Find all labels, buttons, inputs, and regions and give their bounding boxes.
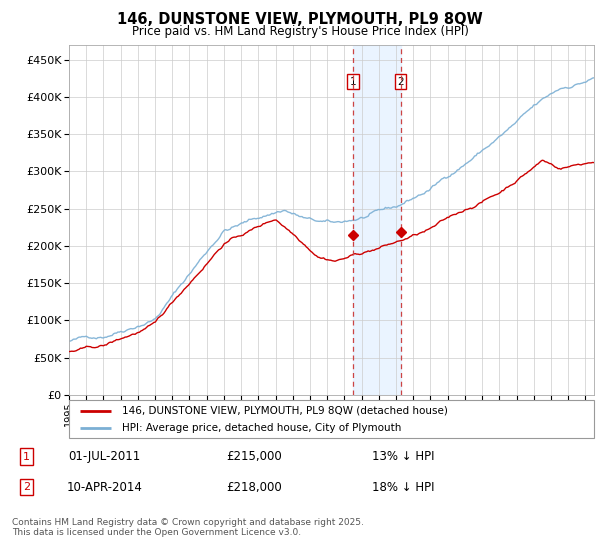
Text: HPI: Average price, detached house, City of Plymouth: HPI: Average price, detached house, City… — [121, 423, 401, 433]
Text: 146, DUNSTONE VIEW, PLYMOUTH, PL9 8QW (detached house): 146, DUNSTONE VIEW, PLYMOUTH, PL9 8QW (d… — [121, 405, 448, 416]
Text: 146, DUNSTONE VIEW, PLYMOUTH, PL9 8QW: 146, DUNSTONE VIEW, PLYMOUTH, PL9 8QW — [117, 12, 483, 27]
Text: 2: 2 — [397, 77, 404, 87]
Text: 10-APR-2014: 10-APR-2014 — [66, 480, 142, 493]
Text: 1: 1 — [350, 77, 356, 87]
Text: 18% ↓ HPI: 18% ↓ HPI — [373, 480, 435, 493]
Bar — [353, 45, 401, 395]
Text: 13% ↓ HPI: 13% ↓ HPI — [373, 450, 435, 463]
Text: £218,000: £218,000 — [226, 480, 282, 493]
Text: 1: 1 — [23, 451, 30, 461]
Text: Contains HM Land Registry data © Crown copyright and database right 2025.
This d: Contains HM Land Registry data © Crown c… — [12, 518, 364, 538]
Text: 01-JUL-2011: 01-JUL-2011 — [68, 450, 140, 463]
FancyBboxPatch shape — [69, 400, 594, 438]
Text: Price paid vs. HM Land Registry's House Price Index (HPI): Price paid vs. HM Land Registry's House … — [131, 25, 469, 38]
Text: 2: 2 — [23, 482, 30, 492]
Text: £215,000: £215,000 — [226, 450, 282, 463]
